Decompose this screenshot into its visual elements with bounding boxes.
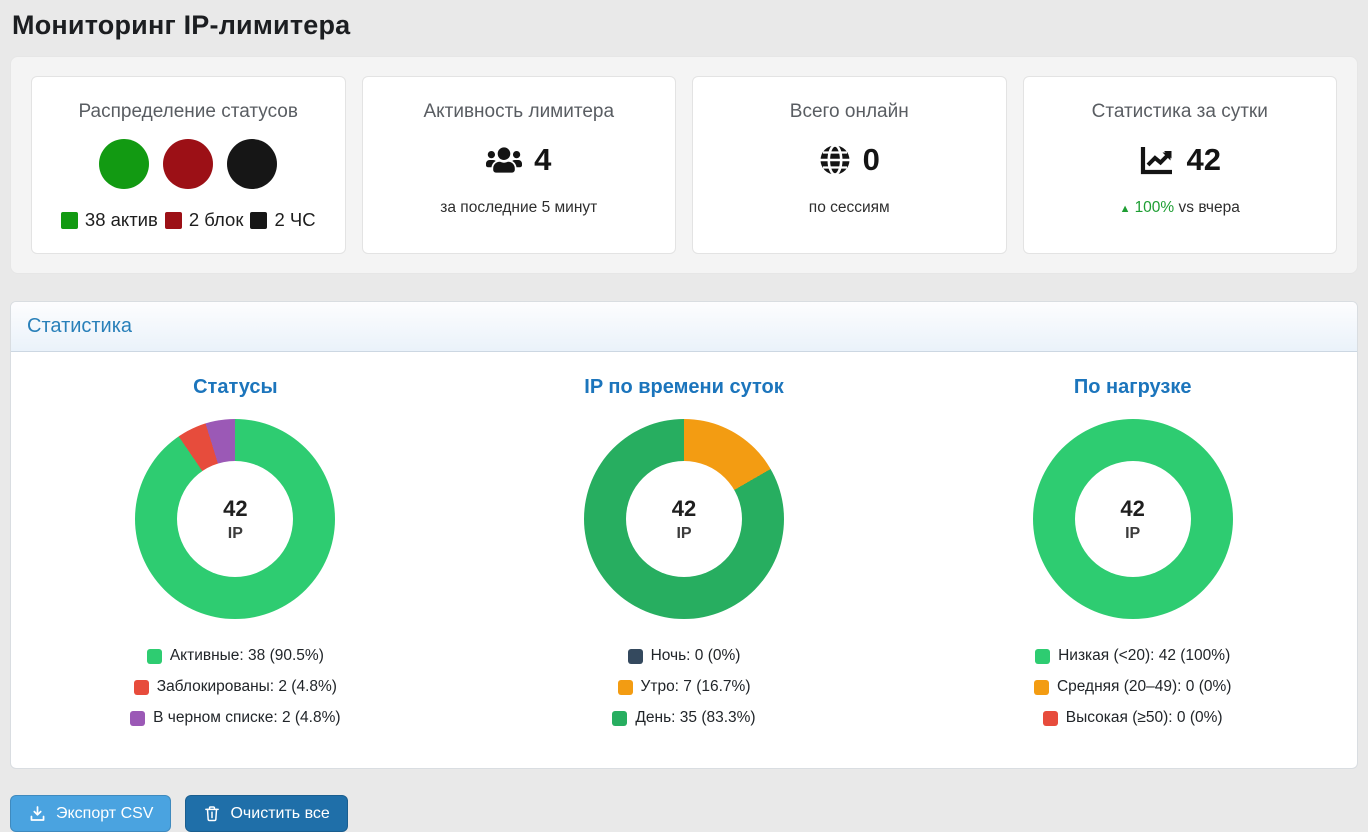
legend-label: День: 35 (83.3%) [635, 709, 756, 726]
legend-swatch [617, 679, 633, 695]
activity-value: 4 [534, 142, 552, 177]
donut-unit: IP [1125, 524, 1141, 542]
legend-swatch [1035, 648, 1051, 664]
donut-unit: IP [227, 524, 243, 542]
legend-label: Средняя (20–49): 0 (0%) [1056, 678, 1232, 695]
trend-percent: 100% [1134, 199, 1175, 216]
online-value: 0 [862, 142, 880, 177]
footer-actions: Экспорт CSV Очистить все [10, 795, 1358, 832]
status-circles [42, 139, 335, 189]
legend-item: В черном списке: 2 (4.8%) [11, 709, 460, 727]
legend-item: Утро: 7 (16.7%) [460, 678, 909, 696]
legend-label: Заблокированы: 2 (4.8%) [156, 678, 337, 695]
legend-label-blacklist: 2 ЧС [274, 209, 316, 230]
export-csv-button[interactable]: Экспорт CSV [10, 795, 172, 832]
card-title: Распределение статусов [78, 101, 298, 122]
legend-swatch [627, 648, 643, 664]
donut-total: 42 [671, 495, 697, 521]
legend-label: Низкая (<20): 42 (100%) [1058, 647, 1231, 664]
chart-title: IP по времени суток [584, 376, 784, 398]
legend-item: Средняя (20–49): 0 (0%) [908, 678, 1357, 696]
statuses-donut-chart[interactable]: 42 IP [135, 419, 336, 619]
stat-cards-panel: Распределение статусов 38 актив 2 блок 2… [10, 56, 1358, 274]
statistics-panel: Статистика Статусы 42 IP Активные: 38 (9… [10, 301, 1358, 769]
export-csv-label: Экспорт CSV [56, 804, 154, 822]
card-title: Активность лимитера [423, 101, 615, 122]
legend-swatch [133, 679, 149, 695]
status-mini-legend: 38 актив 2 блок 2 ЧС [42, 209, 335, 231]
activity-subtitle: за последние 5 минут [440, 199, 598, 216]
trend-up-icon: ▲ [1119, 203, 1131, 215]
donut-unit: IP [676, 524, 692, 542]
legend-item: Активные: 38 (90.5%) [11, 647, 460, 665]
card-total-online: Всего онлайн 0 по сессиям [692, 76, 1007, 254]
trash-icon [203, 804, 221, 823]
card-limiter-activity: Активность лимитера 4 за последние 5 мин… [361, 76, 676, 254]
clear-all-button[interactable]: Очистить все [185, 795, 348, 832]
legend-label-blocked: 2 блок [188, 209, 244, 230]
legend-swatch [146, 648, 162, 664]
blocked-status-circle [163, 139, 214, 189]
chart-title: Статусы [193, 376, 278, 398]
card-title: Всего онлайн [789, 101, 909, 122]
load-donut-chart[interactable]: 42 IP [1032, 419, 1233, 619]
users-icon [486, 145, 523, 175]
blacklist-status-circle [227, 139, 278, 189]
chart-load: По нагрузке 42 IP Низкая (<20): 42 (100%… [908, 376, 1357, 740]
active-status-circle [99, 139, 150, 189]
chart-time-of-day: IP по времени суток 42 IP Ночь: 0 (0%) У… [460, 376, 909, 740]
time-of-day-donut-chart[interactable]: 42 IP [584, 419, 784, 619]
card-daily-stats: Статистика за сутки 42 ▲ 100% vs вчера [1022, 76, 1337, 254]
legend-label: Активные: 38 (90.5%) [169, 647, 324, 664]
chart-line-icon [1139, 144, 1175, 176]
donut-center: 42 IP [1074, 461, 1191, 577]
legend-label: Утро: 7 (16.7%) [640, 678, 751, 695]
page-title: Мониторинг IP-лимитера [12, 10, 351, 40]
daily-value: 42 [1186, 142, 1221, 177]
legend-swatch [1033, 679, 1049, 695]
donut-total: 42 [1120, 495, 1145, 521]
legend-item: Заблокированы: 2 (4.8%) [11, 678, 460, 696]
chart-title: По нагрузке [1073, 376, 1192, 398]
trend-suffix: vs вчера [1178, 199, 1240, 216]
legend-item: Ночь: 0 (0%) [460, 647, 909, 665]
legend-swatch [612, 710, 628, 726]
chart-statuses: Статусы 42 IP Активные: 38 (90.5%) Забло… [11, 376, 460, 740]
charts-row: Статусы 42 IP Активные: 38 (90.5%) Забло… [11, 352, 1357, 768]
legend-item: Низкая (<20): 42 (100%) [908, 647, 1357, 665]
card-status-distribution: Распределение статусов 38 актив 2 блок 2… [31, 76, 346, 254]
legend-item: Высокая (≥50): 0 (0%) [908, 709, 1357, 727]
legend-label: Высокая (≥50): 0 (0%) [1065, 709, 1223, 726]
legend-swatch [1042, 710, 1058, 726]
donut-total: 42 [223, 495, 248, 521]
legend-item: День: 35 (83.3%) [460, 709, 909, 727]
legend-label: Ночь: 0 (0%) [650, 647, 741, 664]
online-subtitle: по сессиям [808, 199, 890, 216]
legend-label: В черном списке: 2 (4.8%) [153, 709, 341, 726]
legend-swatch-blacklist [250, 211, 268, 229]
download-icon [28, 804, 47, 823]
daily-trend: ▲ 100% vs вчера [1034, 199, 1327, 217]
clear-all-label: Очистить все [230, 804, 330, 822]
legend-swatch-blocked [164, 211, 182, 229]
legend-swatch [130, 710, 146, 726]
globe-icon [819, 144, 851, 176]
statistics-panel-header: Статистика [11, 302, 1357, 352]
donut-center: 42 IP [177, 461, 294, 577]
legend-swatch-active [60, 211, 78, 229]
card-title: Статистика за сутки [1091, 101, 1268, 122]
legend-label-active: 38 актив [84, 209, 158, 230]
donut-center: 42 IP [626, 461, 742, 577]
